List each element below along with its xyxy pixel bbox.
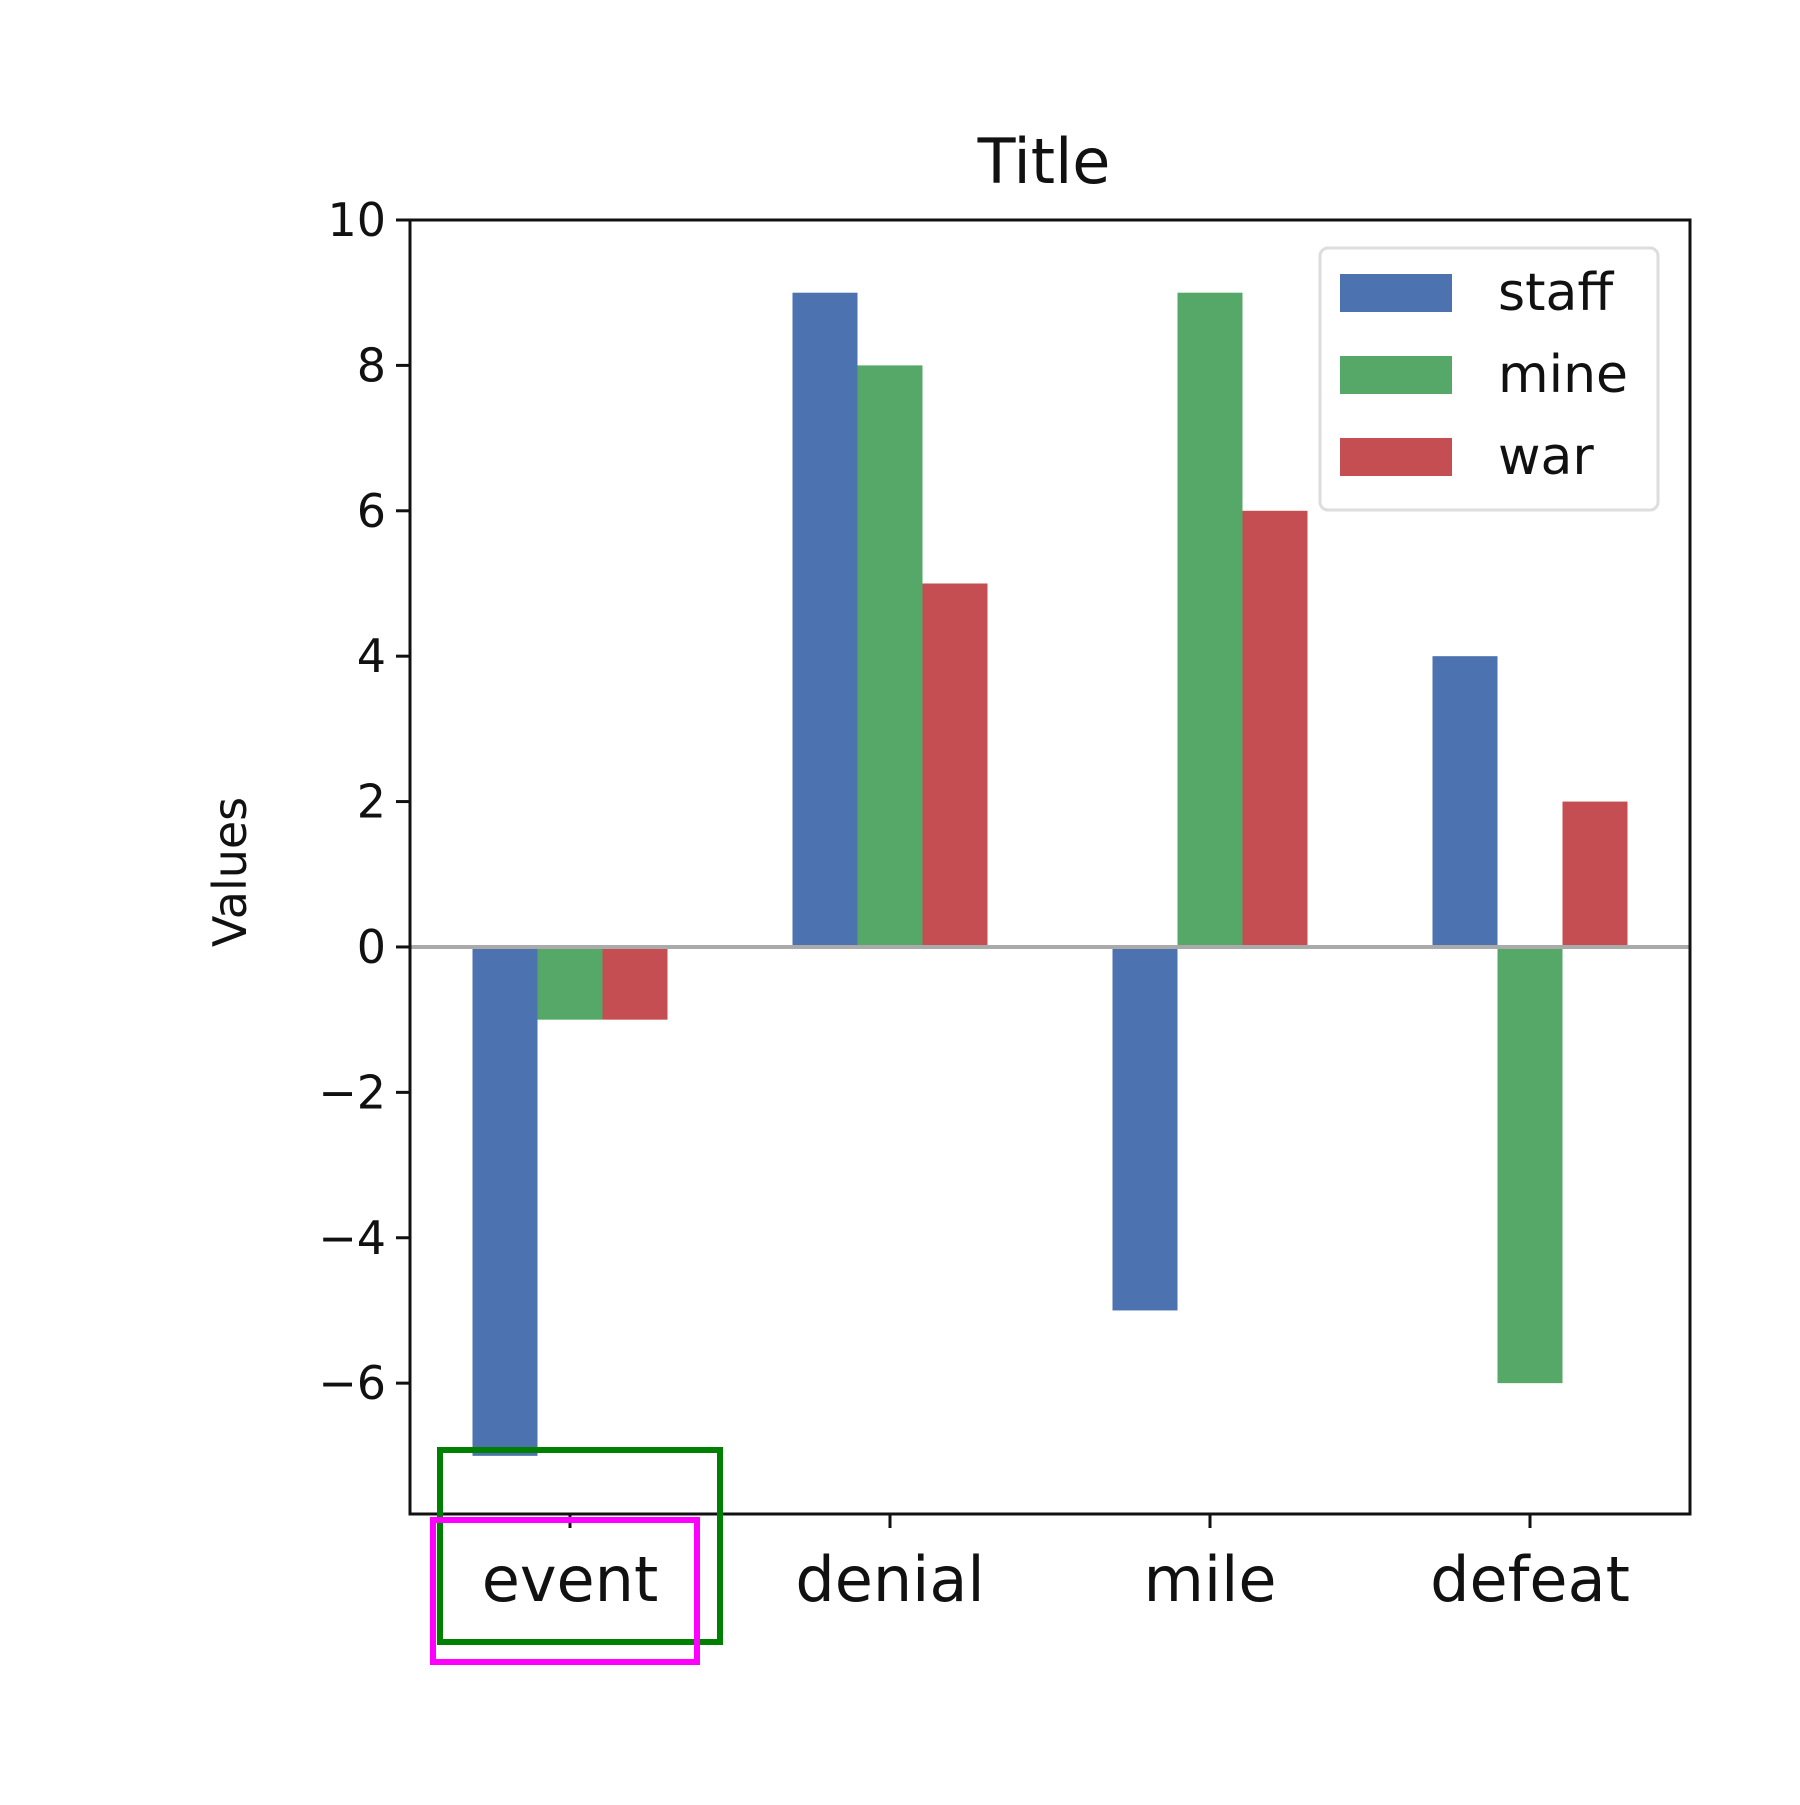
highlight-box-magenta: [430, 1517, 700, 1665]
bar-mine-defeat: [1497, 946, 1563, 1384]
y-tick-label: 8: [357, 338, 386, 392]
plot-frame: [408, 218, 1692, 1516]
x-tick-label: event: [482, 1543, 659, 1616]
bar-staff-event: [472, 946, 538, 1456]
legend-swatch-staff: [1340, 274, 1452, 312]
y-tick-label: 2: [357, 775, 386, 829]
y-tick-label: 4: [357, 629, 386, 683]
bar-war-mile: [1242, 510, 1308, 947]
y-tick-label: −4: [318, 1211, 386, 1265]
bars: [410, 292, 1690, 1456]
highlight-box-green: [437, 1447, 723, 1645]
y-tick-label: 10: [327, 193, 386, 247]
bar-staff-mile: [1112, 946, 1178, 1311]
y-axis-label: Values: [203, 797, 257, 947]
bar-mine-denial: [857, 365, 923, 947]
bar-war-denial: [922, 583, 988, 947]
y-tick-label: −6: [318, 1356, 386, 1410]
chart-title: Title: [977, 125, 1111, 198]
legend-label-staff: staff: [1498, 263, 1614, 323]
x-tick-label: defeat: [1430, 1543, 1630, 1616]
highlight-boxes: [430, 1447, 723, 1665]
y-axis: 10 8 6 4 2 0 −2 −4 −6: [318, 193, 410, 1410]
bar-staff-defeat: [1432, 656, 1498, 947]
bar-war-event: [602, 946, 668, 1020]
bar-mine-event: [537, 946, 603, 1020]
y-tick-label: 6: [357, 484, 386, 538]
legend: staff mine war: [1318, 246, 1660, 512]
legend-label-war: war: [1498, 427, 1594, 487]
legend-swatch-mine: [1340, 356, 1452, 394]
bar-war-defeat: [1562, 801, 1628, 947]
bar-staff-denial: [792, 292, 858, 947]
bar-mine-mile: [1177, 292, 1243, 947]
y-tick-label: 0: [357, 920, 386, 974]
legend-label-mine: mine: [1498, 345, 1628, 405]
y-tick-label: −2: [318, 1065, 386, 1119]
plot-area-border: [408, 218, 1692, 1516]
legend-swatch-war: [1340, 438, 1452, 476]
x-tick-label: mile: [1144, 1543, 1277, 1616]
x-axis: event denial mile defeat: [482, 1514, 1630, 1616]
x-tick-label: denial: [795, 1543, 984, 1616]
